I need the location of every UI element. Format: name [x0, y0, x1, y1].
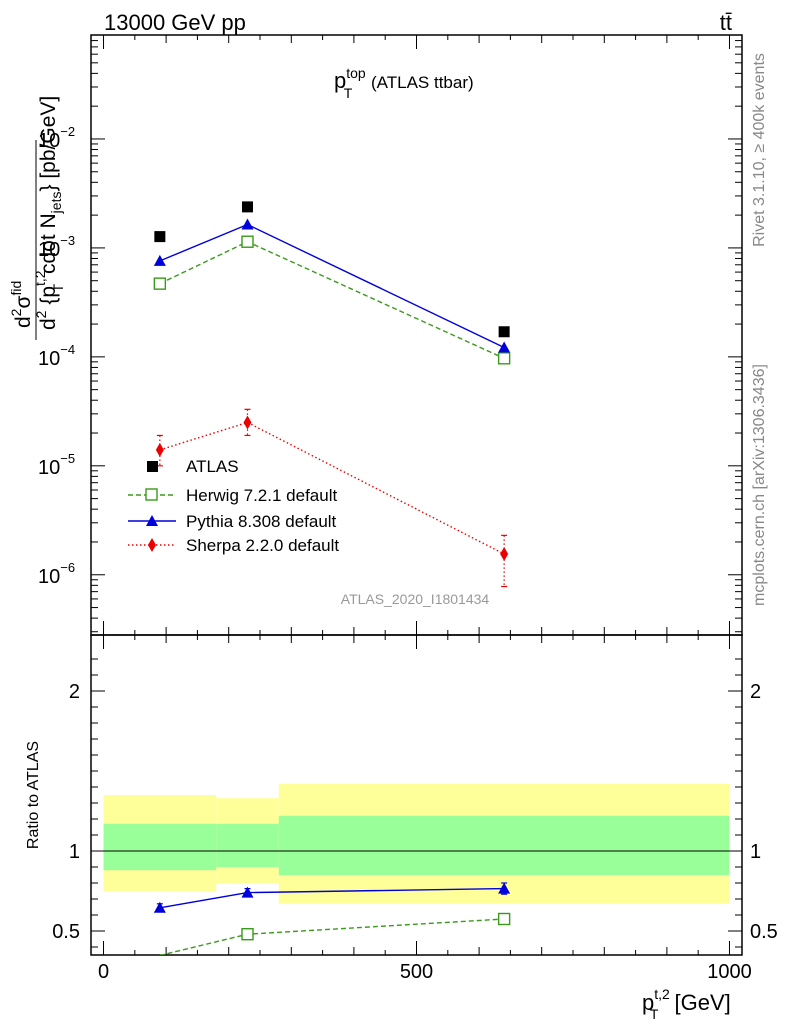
svg-text:ATLAS: ATLAS — [186, 457, 239, 476]
process-label: tt̄ — [720, 10, 732, 35]
svg-text:Herwig 7.2.1 default: Herwig 7.2.1 default — [186, 486, 337, 505]
ratio-pythia-point — [153, 901, 166, 913]
legend-entry-sherpa: Sherpa 2.2.0 default — [128, 536, 339, 555]
ratio-herwig-point — [241, 928, 254, 941]
ratio-y-tick-label-right: 2 — [750, 681, 761, 703]
x-axis-label: pt,2 T [GeV] — [642, 986, 731, 1022]
main-pythia-point — [241, 218, 254, 230]
legend: ATLAS Herwig 7.2.1 default Pythia 8.308 … — [128, 457, 339, 555]
main-herwig-line — [159, 240, 505, 359]
main-sherpa-point — [500, 547, 509, 562]
main-pythia-point — [498, 341, 511, 353]
ratio-y-tick-label-right: 1 — [750, 841, 761, 863]
ratio-y-tick-label-left: 0.5 — [52, 921, 80, 943]
analysis-id: ATLAS_2020_I1801434 — [341, 591, 490, 607]
mcplots-label: mcplots.cern.ch [arXiv:1306.3436] — [751, 364, 768, 606]
main-axis-ticks: 10−2 10−3 10−4 10−5 10−6 — [38, 34, 742, 635]
ratio-uncertainty-bands — [103, 783, 730, 904]
legend-entry-atlas: ATLAS — [147, 457, 239, 476]
legend-atlas-marker — [147, 461, 158, 472]
main-y-tick-label: 10−5 — [38, 451, 75, 479]
legend-entry-pythia: Pythia 8.308 default — [128, 512, 337, 531]
main-herwig-point — [153, 277, 167, 290]
legend-sherpa-marker — [148, 538, 156, 552]
ratio-band-inner — [278, 815, 730, 875]
main-y-axis-label: d2σfid d2 {pt,2T cdot Njets} [pb/GeV] — [8, 96, 66, 340]
plot-title: ptop T (ATLAS ttbar) — [334, 65, 474, 101]
main-series-group — [153, 201, 511, 588]
svg-text:Sherpa 2.2.0 default: Sherpa 2.2.0 default — [186, 536, 339, 555]
x-tick-label: 1000 — [707, 961, 752, 983]
ratio-herwig-point — [497, 912, 511, 926]
x-tick-label: 0 — [98, 961, 109, 983]
main-sherpa-point — [155, 442, 164, 457]
ratio-axis-ticks: 0.5 0.5 1 1 2 2 0 500 1000 — [52, 635, 778, 983]
main-sherpa-point — [243, 415, 252, 430]
main-atlas-point — [498, 326, 510, 338]
ratio-pythia-point — [498, 882, 511, 894]
energy-label: 13000 GeV pp — [104, 10, 246, 35]
main-sherpa-line — [159, 421, 505, 555]
main-y-tick-label: 10−2 — [38, 124, 75, 152]
ratio-series-group — [153, 882, 511, 955]
ratio-y-tick-label-left: 1 — [69, 841, 80, 863]
ratio-y-tick-label-right: 0.5 — [750, 921, 778, 943]
legend-pythia-marker — [146, 515, 158, 526]
legend-entry-herwig: Herwig 7.2.1 default — [128, 486, 337, 505]
main-pythia-point — [153, 254, 166, 266]
main-pythia-line — [159, 223, 505, 349]
ratio-herwig-line — [158, 918, 505, 955]
main-atlas-point — [241, 201, 253, 213]
main-atlas-point — [154, 231, 166, 243]
main-y-tick-label: 10−4 — [38, 342, 75, 370]
legend-herwig-marker — [145, 488, 158, 501]
ratio-y-tick-label-left: 2 — [69, 681, 80, 703]
main-y-tick-label: 10−6 — [38, 560, 75, 588]
ratio-band-inner — [216, 823, 279, 867]
main-herwig-point — [497, 352, 511, 365]
ratio-y-axis-label: Ratio to ATLAS — [25, 741, 42, 849]
rivet-label: Rivet 3.1.10, ≥ 400k events — [751, 53, 768, 247]
svg-text:d2σfid: d2σfid — [8, 281, 35, 328]
main-herwig-point — [241, 235, 254, 248]
svg-text:d2 {pt,2T cdot Njets} [pb/GeV]: d2 {pt,2T cdot Njets} [pb/GeV] — [32, 96, 66, 330]
svg-text:Pythia 8.308 default: Pythia 8.308 default — [186, 512, 337, 531]
main-y-tick-label: 10−3 — [38, 233, 75, 261]
ratio-pythia-point — [241, 886, 254, 898]
ratio-band-inner — [103, 823, 217, 871]
x-tick-label: 500 — [400, 961, 433, 983]
